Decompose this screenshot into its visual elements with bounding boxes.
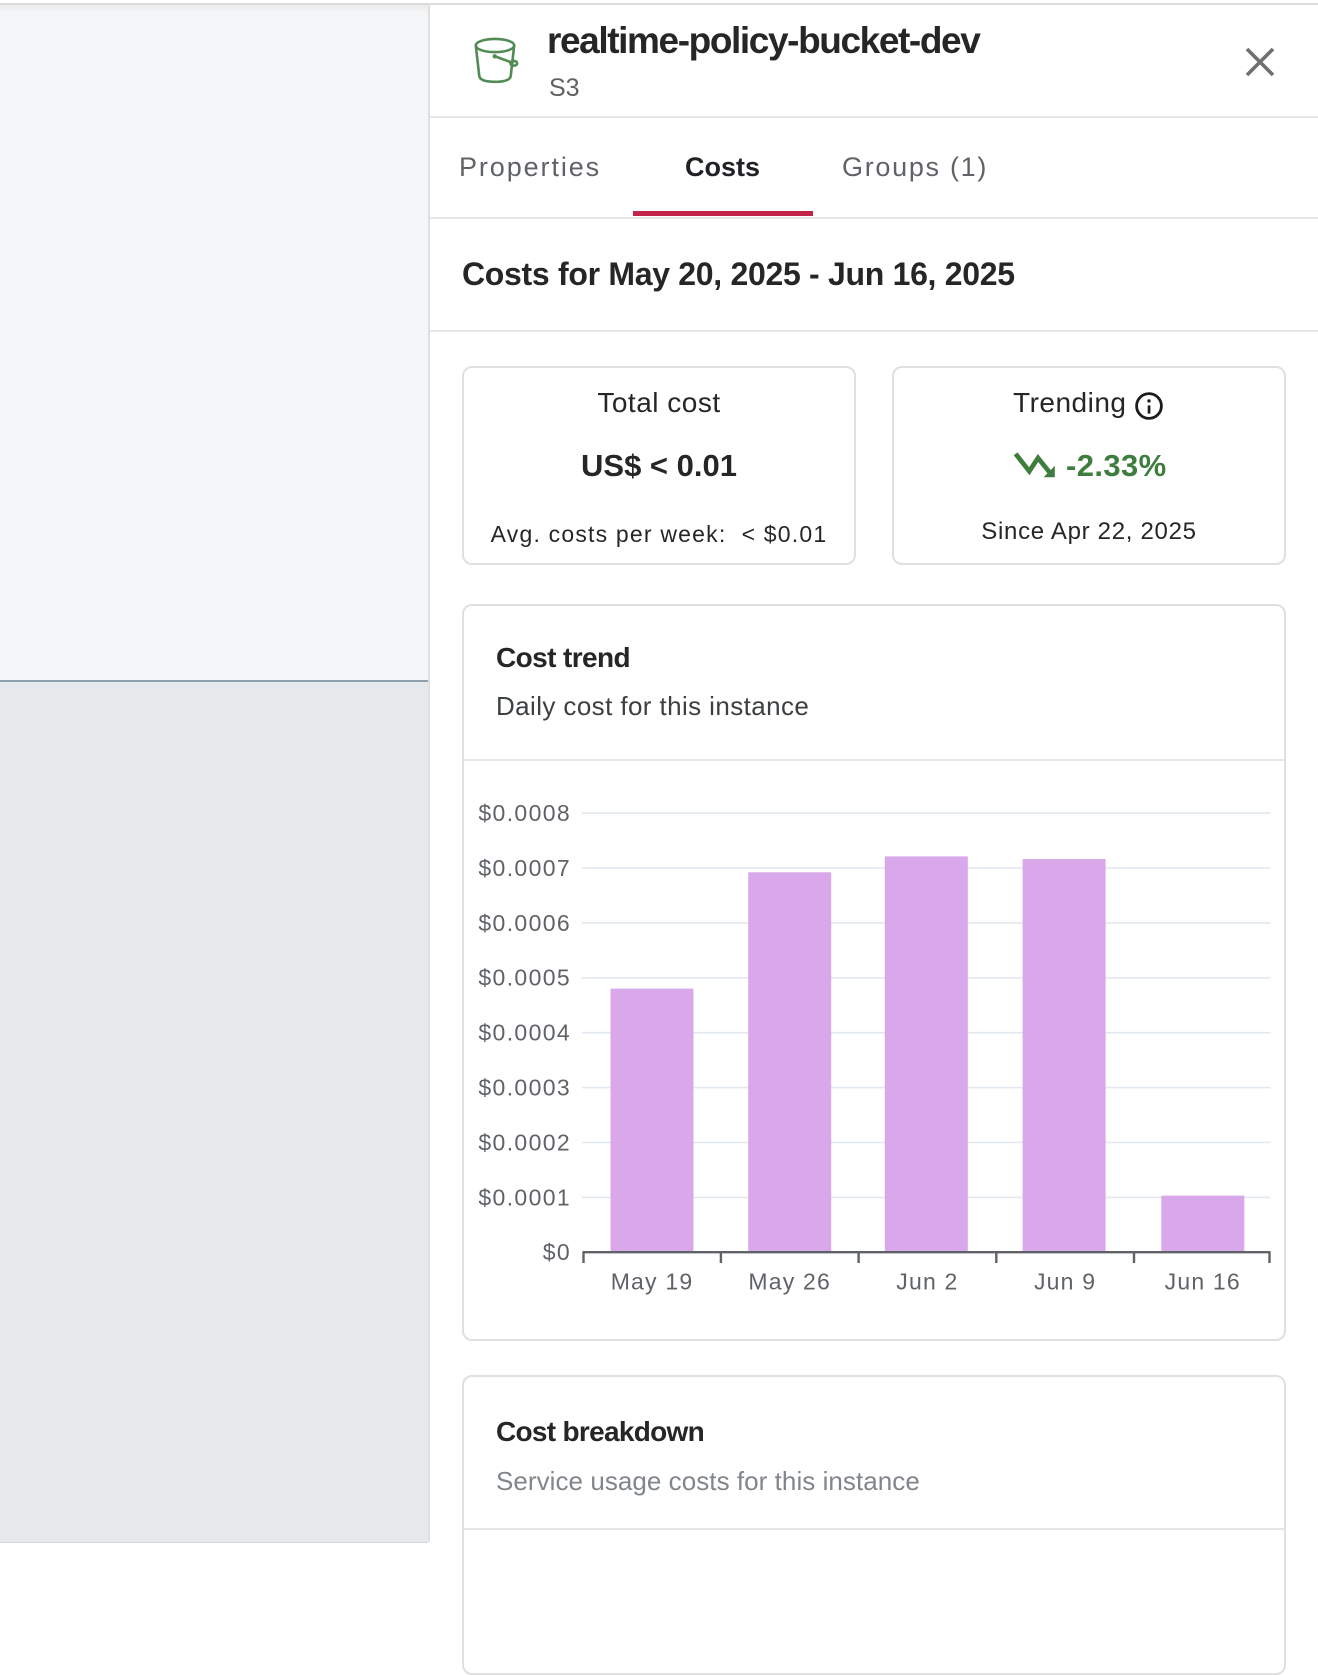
svg-text:$0.0001: $0.0001 [478,1184,571,1210]
svg-text:May 19: May 19 [611,1269,694,1295]
svg-text:$0.0008: $0.0008 [478,800,571,826]
svg-text:$0.0006: $0.0006 [478,910,571,936]
svg-text:$0.0005: $0.0005 [478,965,571,991]
svg-text:$0.0002: $0.0002 [478,1129,571,1155]
svg-text:Jun 16: Jun 16 [1165,1269,1241,1295]
svg-text:Jun 9: Jun 9 [1034,1269,1096,1295]
svg-text:$0.0003: $0.0003 [478,1075,571,1101]
svg-text:May 26: May 26 [748,1269,831,1295]
svg-text:$0: $0 [543,1239,571,1265]
svg-text:$0.0007: $0.0007 [478,855,571,881]
svg-text:Jun 2: Jun 2 [896,1269,958,1295]
svg-text:$0.0004: $0.0004 [478,1020,571,1046]
